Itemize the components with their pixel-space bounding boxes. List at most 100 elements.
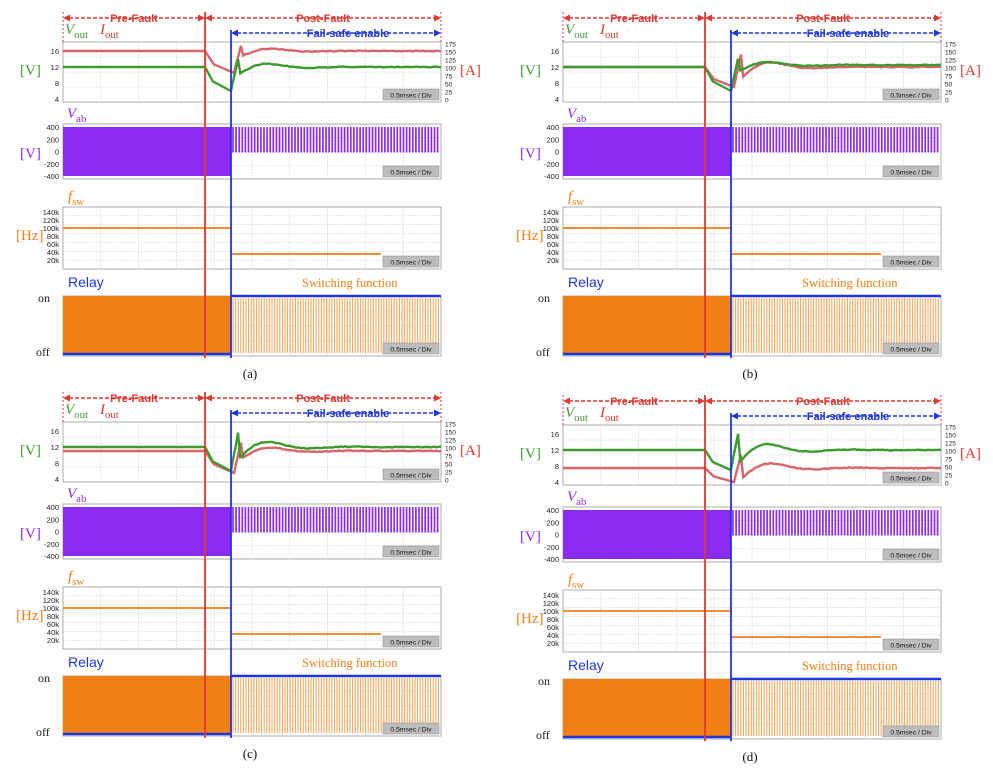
panel-a-failsafe-label: Fail-safe enable — [307, 28, 390, 40]
panel-d-iout-label-sub: out — [605, 412, 619, 424]
panel-b-vout-label: Vout — [565, 22, 588, 41]
panel-d-right-tick: 75 — [945, 457, 953, 464]
panel-d-vout-label: Vout — [565, 405, 588, 424]
panel-d-postfault-arrow-head-right — [934, 398, 941, 405]
panel-d-left-tick: 16 — [551, 430, 559, 439]
panel-d-fsw-tick: 20k — [547, 639, 559, 648]
panel-c-vab-tick: -400 — [44, 552, 59, 561]
panel-a-vab-tick: 200 — [46, 135, 59, 144]
panel-c-fsw-label-sub: sw — [72, 576, 84, 588]
panel-b-left-tick: 12 — [551, 63, 559, 72]
panel-c-vab-label: Vab — [67, 486, 86, 505]
panel-d-on-label: on — [538, 674, 550, 688]
panel-a-a-unit: [A] — [460, 63, 481, 79]
panel-d-v-unit: [V] — [520, 446, 541, 462]
panel-c-left-tick: 12 — [51, 443, 59, 452]
panel-c-hz-unit: [Hz] — [16, 608, 43, 624]
panel-c-prefault-arrow-head-left — [63, 395, 70, 402]
panel-c-postfault-label: Post-Fault — [296, 393, 350, 405]
panel-d-left-tick: 12 — [551, 446, 559, 455]
panel-c-right-tick: 175 — [445, 422, 456, 429]
panel-d-postfault-arrow-head-left — [705, 398, 712, 405]
panel-c-fsw-label: fsw — [68, 569, 84, 588]
panel-a-vab-unit: [V] — [20, 146, 41, 162]
panel-a-prefault-arrow-head-right — [198, 15, 205, 22]
panel-a-left-tick: 16 — [51, 47, 59, 56]
panel-b-vi-scale-label: 0.5msec / Div — [890, 93, 932, 100]
panel-c-vab-scale-label: 0.5msec / Div — [390, 550, 432, 557]
panel-b-postfault-arrow-head-right — [934, 15, 941, 22]
panel-c-vab-tick: -200 — [44, 540, 59, 549]
panel-a-postfault-label: Post-Fault — [296, 13, 350, 25]
panel-b-relay-label: Relay — [568, 274, 604, 290]
panel-d-right-tick: 125 — [945, 441, 956, 448]
panel-c-vab-unit: [V] — [20, 526, 41, 542]
panel-a-caption: (a) — [243, 366, 257, 381]
panel-c-relay-scale-label: 0.5msec / Div — [390, 727, 432, 734]
panel-a-right-tick: 150 — [445, 50, 456, 57]
panel-a-right-tick: 125 — [445, 58, 456, 65]
panel-b-fsw-tick: 20k — [547, 256, 559, 265]
panel-b-v-unit: [V] — [520, 63, 541, 79]
panel-a-vab-tick: 400 — [46, 123, 59, 132]
panel-b-vab-tick: 200 — [546, 135, 559, 144]
panel-a-left-tick: 8 — [55, 79, 59, 88]
panel-b-fsw-label-sub: sw — [572, 196, 584, 208]
panel-c-left-tick: 8 — [55, 459, 59, 468]
panel-a-hz-unit: [Hz] — [16, 228, 43, 244]
panel-d-right-tick: 175 — [945, 425, 956, 432]
panel-a-fsw-tick: 20k — [47, 256, 59, 265]
panel-d-relay-scale-label: 0.5msec / Div — [890, 730, 932, 737]
panel-d-right-tick: 50 — [945, 465, 953, 472]
panel-c-relay-label: Relay — [68, 654, 104, 670]
panel-d-vi-scale-label: 0.5msec / Div — [890, 476, 932, 483]
panel-b-vab-scale-label: 0.5msec / Div — [890, 170, 932, 177]
panel-d-off-label: off — [536, 728, 550, 742]
panel-d-vab-tick: -400 — [544, 555, 559, 564]
panel-d-a-unit: [A] — [960, 446, 981, 462]
panel-b-vab-tick: 0 — [555, 148, 559, 157]
panel-d-hz-unit: [Hz] — [516, 611, 543, 627]
panel-b-hz-unit: [Hz] — [516, 228, 543, 244]
panel-b: Pre-Fault Post-FaultFail-safe enableVout I… — [516, 12, 981, 381]
panel-d-vab-tick: 0 — [555, 531, 559, 540]
panel-d-postfault-label: Post-Fault — [796, 396, 850, 408]
panel-b-prefault-label: Pre-Fault — [610, 13, 658, 25]
panel-b-right-tick: 125 — [945, 58, 956, 65]
panel-c-postfault-arrow-head-right — [434, 395, 441, 402]
panel-d-right-tick: 25 — [945, 473, 953, 480]
panel-c-iout-label-sub: out — [105, 409, 119, 421]
figure: Pre-Fault Post-FaultFail-safe enableVout I… — [0, 0, 993, 773]
panel-c-v-unit: [V] — [20, 443, 41, 459]
panel-d-right-tick: 150 — [945, 433, 956, 440]
panel-d-vout-label-sub: out — [574, 412, 588, 424]
panel-b-postfault-label: Post-Fault — [796, 13, 850, 25]
panel-c-right-tick: 75 — [445, 454, 453, 461]
panel-d-failsafe-label: Fail-safe enable — [807, 411, 890, 423]
panel-d-vab-tick: -200 — [544, 543, 559, 552]
panel-a: Pre-Fault Post-FaultFail-safe enableVout I… — [16, 12, 481, 381]
panel-a-postfault-arrow-head-right — [434, 15, 441, 22]
panel-a-off-label: off — [36, 345, 50, 359]
panel-b-right-tick: 75 — [945, 74, 953, 81]
panel-c-left-tick: 4 — [55, 475, 59, 484]
panel-b-failsafe-label: Fail-safe enable — [807, 28, 890, 40]
panel-a-iout-label-sub: out — [105, 29, 119, 41]
panel-b-vab-label-sub: ab — [576, 113, 586, 125]
panel-a-prefault-label: Pre-Fault — [110, 13, 158, 25]
panel-a-vab-scale-label: 0.5msec / Div — [390, 170, 432, 177]
panel-a-left-tick: 4 — [55, 95, 59, 104]
panel-d-prefault-arrow-head-right — [698, 398, 705, 405]
panel-a-right-tick: 0 — [445, 98, 449, 105]
panel-d-fsw-label: fsw — [568, 572, 584, 591]
panel-b-vab-label: Vab — [567, 106, 586, 125]
panel-b-left-tick: 4 — [555, 95, 559, 104]
panel-d-prefault-arrow-head-left — [563, 398, 570, 405]
panel-b-right-tick: 100 — [945, 66, 956, 73]
panel-a-vi-scale-label: 0.5msec / Div — [390, 93, 432, 100]
panel-a-right-tick: 50 — [445, 82, 453, 89]
panel-a-vout-label: Vout — [65, 22, 88, 41]
panel-c-caption: (c) — [243, 746, 257, 761]
panel-b-left-tick: 8 — [555, 79, 559, 88]
panel-b-right-tick: 0 — [945, 98, 949, 105]
